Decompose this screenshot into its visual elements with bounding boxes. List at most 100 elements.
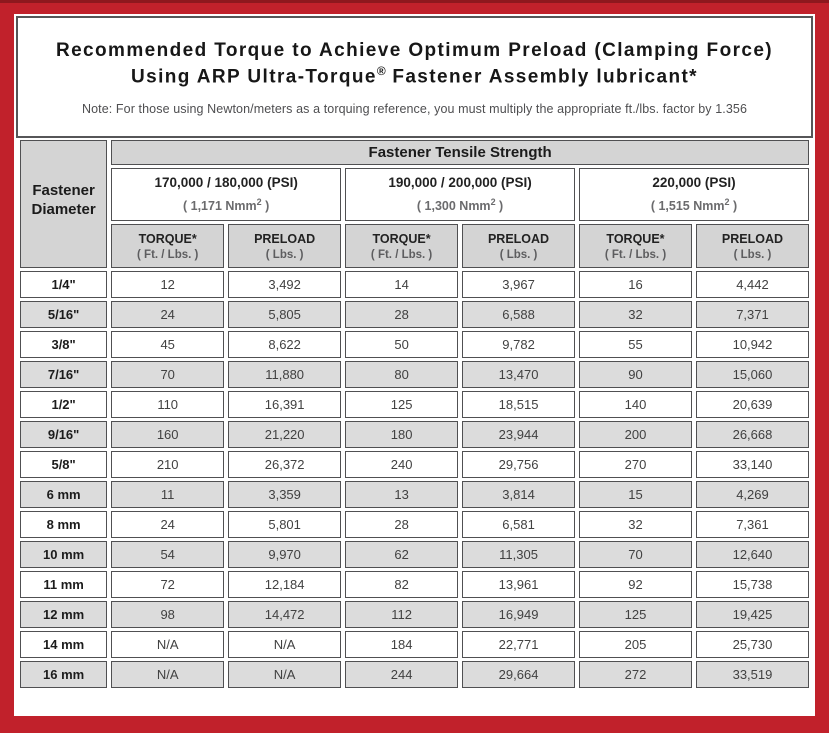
torque-header-3: TORQUE* ( Ft. / Lbs. ) [579, 224, 692, 268]
table-row: 9/16" 160 21,220 180 23,944 200 26,668 [20, 421, 809, 448]
table-row: 11 mm 72 12,184 82 13,961 92 15,738 [20, 571, 809, 598]
preload-value-cell: 26,372 [228, 451, 342, 478]
torque-value-cell: 45 [111, 331, 225, 358]
torque-table-body: 1/4" 12 3,492 14 3,967 16 4,442 5/16" 24 5,805 28 6… [20, 271, 809, 688]
torque-unit-label: ( Ft. / Lbs. ) [370, 248, 433, 261]
torque-value-cell: 272 [579, 661, 692, 688]
fastener-diameter-cell: 3/8" [20, 331, 108, 358]
preload-value-cell: 9,970 [228, 541, 342, 568]
preload-value-cell: 15,060 [695, 361, 809, 388]
page-title-line2: Using ARP Ultra-Torque® Fastener Assembl… [131, 63, 698, 90]
preload-header-2: PRELOAD ( Lbs. ) [462, 224, 576, 268]
torque-value-cell: 90 [579, 361, 692, 388]
preload-value-cell: 11,305 [462, 541, 576, 568]
psi-label: 170,000 / 180,000 (PSI) [154, 175, 298, 191]
preload-value-cell: 29,756 [462, 451, 576, 478]
torque-value-cell: 98 [111, 601, 225, 628]
psi-group-170-180: 170,000 / 180,000 (PSI) ( 1,171 Nmm2 ) [111, 168, 342, 221]
psi-group-220: 220,000 (PSI) ( 1,515 Nmm2 ) [579, 168, 809, 221]
preload-value-cell: 5,801 [228, 511, 342, 538]
nmm-label: ( 1,300 Nmm2 ) [416, 197, 504, 214]
torque-value-cell: 24 [111, 511, 225, 538]
preload-label: PRELOAD [721, 231, 784, 246]
torque-value-cell: 184 [345, 631, 459, 658]
torque-value-cell: 62 [345, 541, 459, 568]
torque-header-1: TORQUE* ( Ft. / Lbs. ) [111, 224, 225, 268]
torque-value-cell: 160 [111, 421, 225, 448]
preload-value-cell: 18,515 [462, 391, 576, 418]
preload-value-cell: 16,949 [462, 601, 576, 628]
psi-header-row: 170,000 / 180,000 (PSI) ( 1,171 Nmm2 ) 1… [20, 168, 809, 221]
preload-label: PRELOAD [487, 231, 550, 246]
table-row: 14 mm N/A N/A 184 22,771 205 25,730 [20, 631, 809, 658]
psi-group-190-200: 190,000 / 200,000 (PSI) ( 1,300 Nmm2 ) [345, 168, 576, 221]
torque-value-cell: 125 [345, 391, 459, 418]
table-row: 5/16" 24 5,805 28 6,588 32 7,371 [20, 301, 809, 328]
preload-value-cell: 5,805 [228, 301, 342, 328]
torque-value-cell: 55 [579, 331, 692, 358]
preload-value-cell: 3,814 [462, 481, 576, 508]
torque-label: TORQUE* [372, 231, 431, 246]
torque-value-cell: 80 [345, 361, 459, 388]
fastener-diameter-cell: 7/16" [20, 361, 108, 388]
fastener-diameter-cell: 1/4" [20, 271, 108, 298]
fastener-diameter-cell: 16 mm [20, 661, 108, 688]
torque-value-cell: 240 [345, 451, 459, 478]
preload-value-cell: 19,425 [695, 601, 809, 628]
torque-value-cell: 82 [345, 571, 459, 598]
torque-value-cell: 140 [579, 391, 692, 418]
table-row: 12 mm 98 14,472 112 16,949 125 19,425 [20, 601, 809, 628]
preload-value-cell: 10,942 [695, 331, 809, 358]
torque-value-cell: 125 [579, 601, 692, 628]
preload-unit-label: ( Lbs. ) [499, 248, 538, 261]
table-row: 8 mm 24 5,801 28 6,581 32 7,361 [20, 511, 809, 538]
torque-value-cell: 28 [345, 301, 459, 328]
table-row: 1/2" 110 16,391 125 18,515 140 20,639 [20, 391, 809, 418]
torque-value-cell: N/A [111, 631, 225, 658]
page-title-line2-post: Fastener Assembly lubricant* [385, 66, 698, 88]
torque-value-cell: N/A [111, 661, 225, 688]
torque-value-cell: 11 [111, 481, 225, 508]
preload-value-cell: 21,220 [228, 421, 342, 448]
psi-label: 190,000 / 200,000 (PSI) [388, 175, 532, 191]
preload-value-cell: 14,472 [228, 601, 342, 628]
preload-value-cell: 3,967 [462, 271, 576, 298]
preload-header-1: PRELOAD ( Lbs. ) [228, 224, 342, 268]
preload-value-cell: 13,470 [462, 361, 576, 388]
torque-value-cell: 270 [579, 451, 692, 478]
torque-value-cell: 32 [579, 511, 692, 538]
torque-value-cell: 112 [345, 601, 459, 628]
preload-value-cell: 9,782 [462, 331, 576, 358]
fastener-tensile-strength-header: Fastener Tensile Strength [111, 140, 809, 165]
torque-value-cell: 15 [579, 481, 692, 508]
preload-value-cell: 22,771 [462, 631, 576, 658]
fastener-diameter-cell: 14 mm [20, 631, 108, 658]
fastener-diameter-cell: 9/16" [20, 421, 108, 448]
frame-top-accent [0, 0, 829, 3]
conversion-note: Note: For those using Newton/meters as a… [81, 102, 747, 117]
preload-value-cell: 6,588 [462, 301, 576, 328]
torque-value-cell: 14 [345, 271, 459, 298]
preload-value-cell: 29,664 [462, 661, 576, 688]
fastener-diameter-header: Fastener Diameter [20, 140, 108, 268]
preload-value-cell: 16,391 [228, 391, 342, 418]
torque-value-cell: 180 [345, 421, 459, 448]
torque-value-cell: 24 [111, 301, 225, 328]
torque-label: TORQUE* [138, 231, 197, 246]
torque-value-cell: 244 [345, 661, 459, 688]
fastener-diameter-cell: 6 mm [20, 481, 108, 508]
table-row: 3/8" 45 8,622 50 9,782 55 10,942 [20, 331, 809, 358]
torque-preload-header-row: TORQUE* ( Ft. / Lbs. ) PRELOAD ( Lbs. ) … [20, 224, 809, 268]
torque-table: Fastener Diameter Fastener Tensile Stren… [16, 137, 813, 691]
content-panel: Recommended Torque to Achieve Optimum Pr… [14, 14, 815, 716]
preload-value-cell: N/A [228, 631, 342, 658]
preload-value-cell: 13,961 [462, 571, 576, 598]
preload-value-cell: 25,730 [695, 631, 809, 658]
table-row: 7/16" 70 11,880 80 13,470 90 15,060 [20, 361, 809, 388]
preload-value-cell: 3,492 [228, 271, 342, 298]
preload-value-cell: 12,184 [228, 571, 342, 598]
preload-value-cell: 23,944 [462, 421, 576, 448]
torque-header-2: TORQUE* ( Ft. / Lbs. ) [345, 224, 459, 268]
torque-value-cell: 54 [111, 541, 225, 568]
